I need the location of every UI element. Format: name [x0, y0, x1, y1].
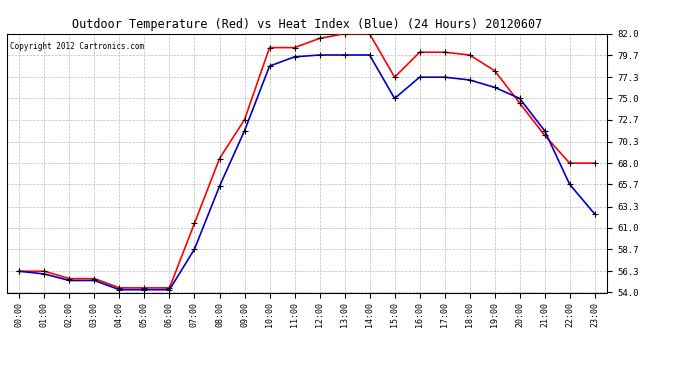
Title: Outdoor Temperature (Red) vs Heat Index (Blue) (24 Hours) 20120607: Outdoor Temperature (Red) vs Heat Index … [72, 18, 542, 31]
Text: Copyright 2012 Cartronics.com: Copyright 2012 Cartronics.com [10, 42, 144, 51]
